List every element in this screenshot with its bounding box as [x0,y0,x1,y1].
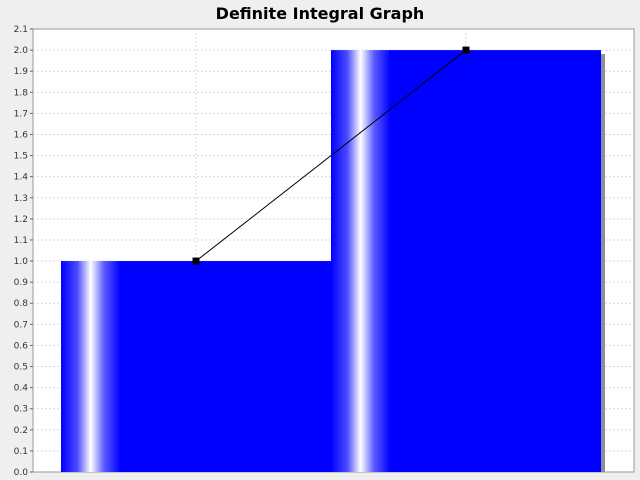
y-tick-label: 0.0 [14,468,29,478]
y-tick-label: 0.7 [14,320,28,330]
y-tick-label: 1.4 [14,173,29,183]
y-tick-label: 0.9 [14,278,29,288]
bars [61,50,605,472]
y-axis: 0.0 0.1 0.2 0.3 0.4 0.5 0.6 0.7 0.8 0.9 1.0 1.1 1.2 1… [14,25,33,478]
series-line [192,46,470,265]
bar [331,50,601,472]
y-tick-label: 2.1 [14,25,28,35]
data-point-marker [192,257,200,265]
bar [61,261,331,472]
y-tick-label: 1.7 [14,109,28,119]
y-tick-label: 2.0 [14,46,29,56]
data-point-marker [462,46,470,54]
series-line-path [195,49,467,262]
y-tick-label: 1.0 [14,257,29,267]
y-tick-label: 0.3 [14,405,28,415]
y-tick-label: 1.3 [14,194,28,204]
y-tick-label: 0.5 [14,363,28,373]
y-tick-label: 0.8 [14,299,29,309]
y-tick-label: 0.4 [14,384,29,394]
y-tick-label: 1.6 [14,130,29,140]
y-tick-label: 1.2 [14,215,28,225]
y-tick-label: 0.2 [14,426,28,436]
chart-title: Definite Integral Graph [216,4,425,23]
y-tick-label: 1.5 [14,152,28,162]
y-tick-label: 1.8 [14,88,29,98]
y-tick-label: 0.1 [14,447,28,457]
y-tick-label: 1.9 [14,67,29,77]
y-tick-label: 0.6 [14,341,29,351]
y-tick-label: 1.1 [14,236,28,246]
